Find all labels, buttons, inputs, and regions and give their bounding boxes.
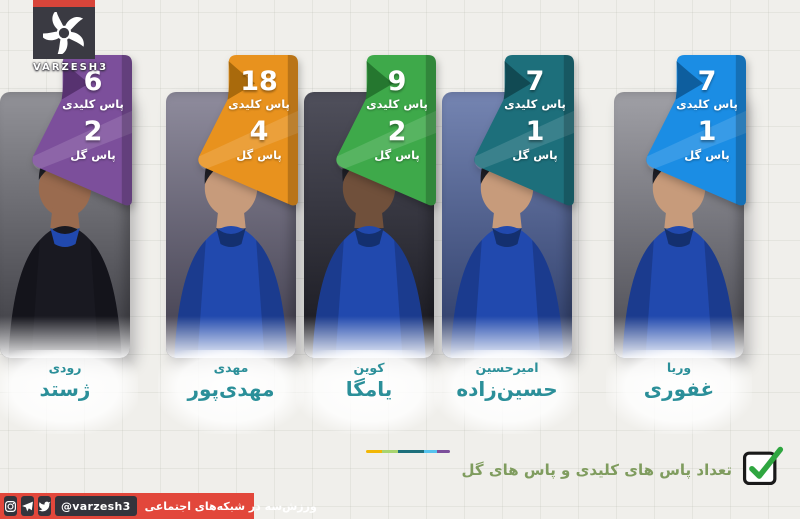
caption-text: تعداد پاس های کلیدی و پاس های گل [461, 461, 732, 479]
goal-passes-value: 1 [525, 116, 545, 148]
key-passes-value: 6 [83, 66, 103, 97]
key-passes-label: پاس کلیدی [366, 97, 428, 112]
social-bar: @varzesh3 ورزش‌سه در شبکه‌های اجتماعی [0, 493, 317, 519]
varzesh3-swirl-icon [33, 7, 95, 59]
twitter-icon[interactable] [38, 496, 51, 516]
caption: تعداد پاس های کلیدی و پاس های گل [461, 446, 784, 488]
key-passes-value: 7 [697, 66, 717, 97]
varzesh3-logo: VARZESH3 [33, 0, 109, 73]
key-passes-label: پاس کلیدی [676, 97, 738, 112]
player-first-name: کوین [353, 360, 385, 375]
goal-passes-label: پاس گل [684, 147, 730, 162]
player-first-name: رودی [48, 360, 82, 375]
telegram-icon[interactable] [21, 496, 34, 516]
goal-passes-label: پاس گل [70, 147, 116, 162]
key-passes-label: پاس کلیدی [228, 97, 290, 112]
key-passes-value: 9 [387, 66, 407, 97]
key-passes-value: 7 [525, 66, 545, 97]
stat-ribbon: 6 پاس کلیدی 2 پاس گل [30, 55, 132, 207]
key-passes-value: 18 [240, 66, 278, 97]
player-first-name: امیرحسین [475, 360, 539, 375]
player-card: 18 پاس کلیدی 4 پاس گل مهدی مهدی‌پور [158, 55, 304, 437]
player-card: 7 پاس کلیدی 1 پاس گل امیرحسین حسین‌زاده [434, 55, 580, 437]
logo-red-bar [33, 0, 95, 7]
key-passes-label: پاس کلیدی [504, 97, 566, 112]
goal-passes-label: پاس گل [374, 147, 420, 162]
player-first-name: مهدی [213, 360, 249, 375]
stat-ribbon: 18 پاس کلیدی 4 پاس گل [196, 55, 298, 207]
player-name: رودی ژستد [0, 350, 138, 434]
instagram-icon[interactable] [4, 496, 17, 516]
checkbox-checked-icon [742, 446, 784, 486]
accent-divider [366, 450, 450, 453]
key-passes-label: پاس کلیدی [62, 97, 124, 112]
player-last-name: حسین‌زاده [456, 377, 558, 401]
goal-passes-value: 1 [697, 116, 717, 148]
goal-passes-label: پاس گل [512, 147, 558, 162]
player-name: وریا غفوری [606, 350, 752, 434]
player-name: مهدی مهدی‌پور [158, 350, 304, 434]
stat-ribbon: 7 پاس کلیدی 1 پاس گل [472, 55, 574, 207]
player-last-name: غفوری [643, 377, 715, 401]
goal-passes-label: پاس گل [236, 147, 282, 162]
player-last-name: مهدی‌پور [187, 377, 275, 401]
stat-ribbon: 7 پاس کلیدی 1 پاس گل [644, 55, 746, 207]
social-bar-text: ورزش‌سه در شبکه‌های اجتماعی [144, 499, 317, 513]
player-card: 7 پاس کلیدی 1 پاس گل وریا غفوری [606, 55, 752, 437]
social-handle[interactable]: @varzesh3 [55, 496, 137, 516]
stat-ribbon: 9 پاس کلیدی 2 پاس گل [334, 55, 436, 207]
player-card: 6 پاس کلیدی 2 پاس گل رودی ژستد [0, 55, 138, 437]
player-name: کوین یامگا [296, 350, 442, 434]
logo-wordmark: VARZESH3 [33, 62, 109, 73]
goal-passes-value: 2 [83, 116, 103, 148]
player-last-name: یامگا [345, 377, 393, 401]
player-card: 9 پاس کلیدی 2 پاس گل کوین یامگا [296, 55, 442, 437]
player-first-name: وریا [666, 360, 692, 375]
goal-passes-value: 4 [249, 116, 269, 148]
goal-passes-value: 2 [387, 116, 407, 148]
player-last-name: ژستد [39, 377, 91, 401]
player-name: امیرحسین حسین‌زاده [434, 350, 580, 434]
